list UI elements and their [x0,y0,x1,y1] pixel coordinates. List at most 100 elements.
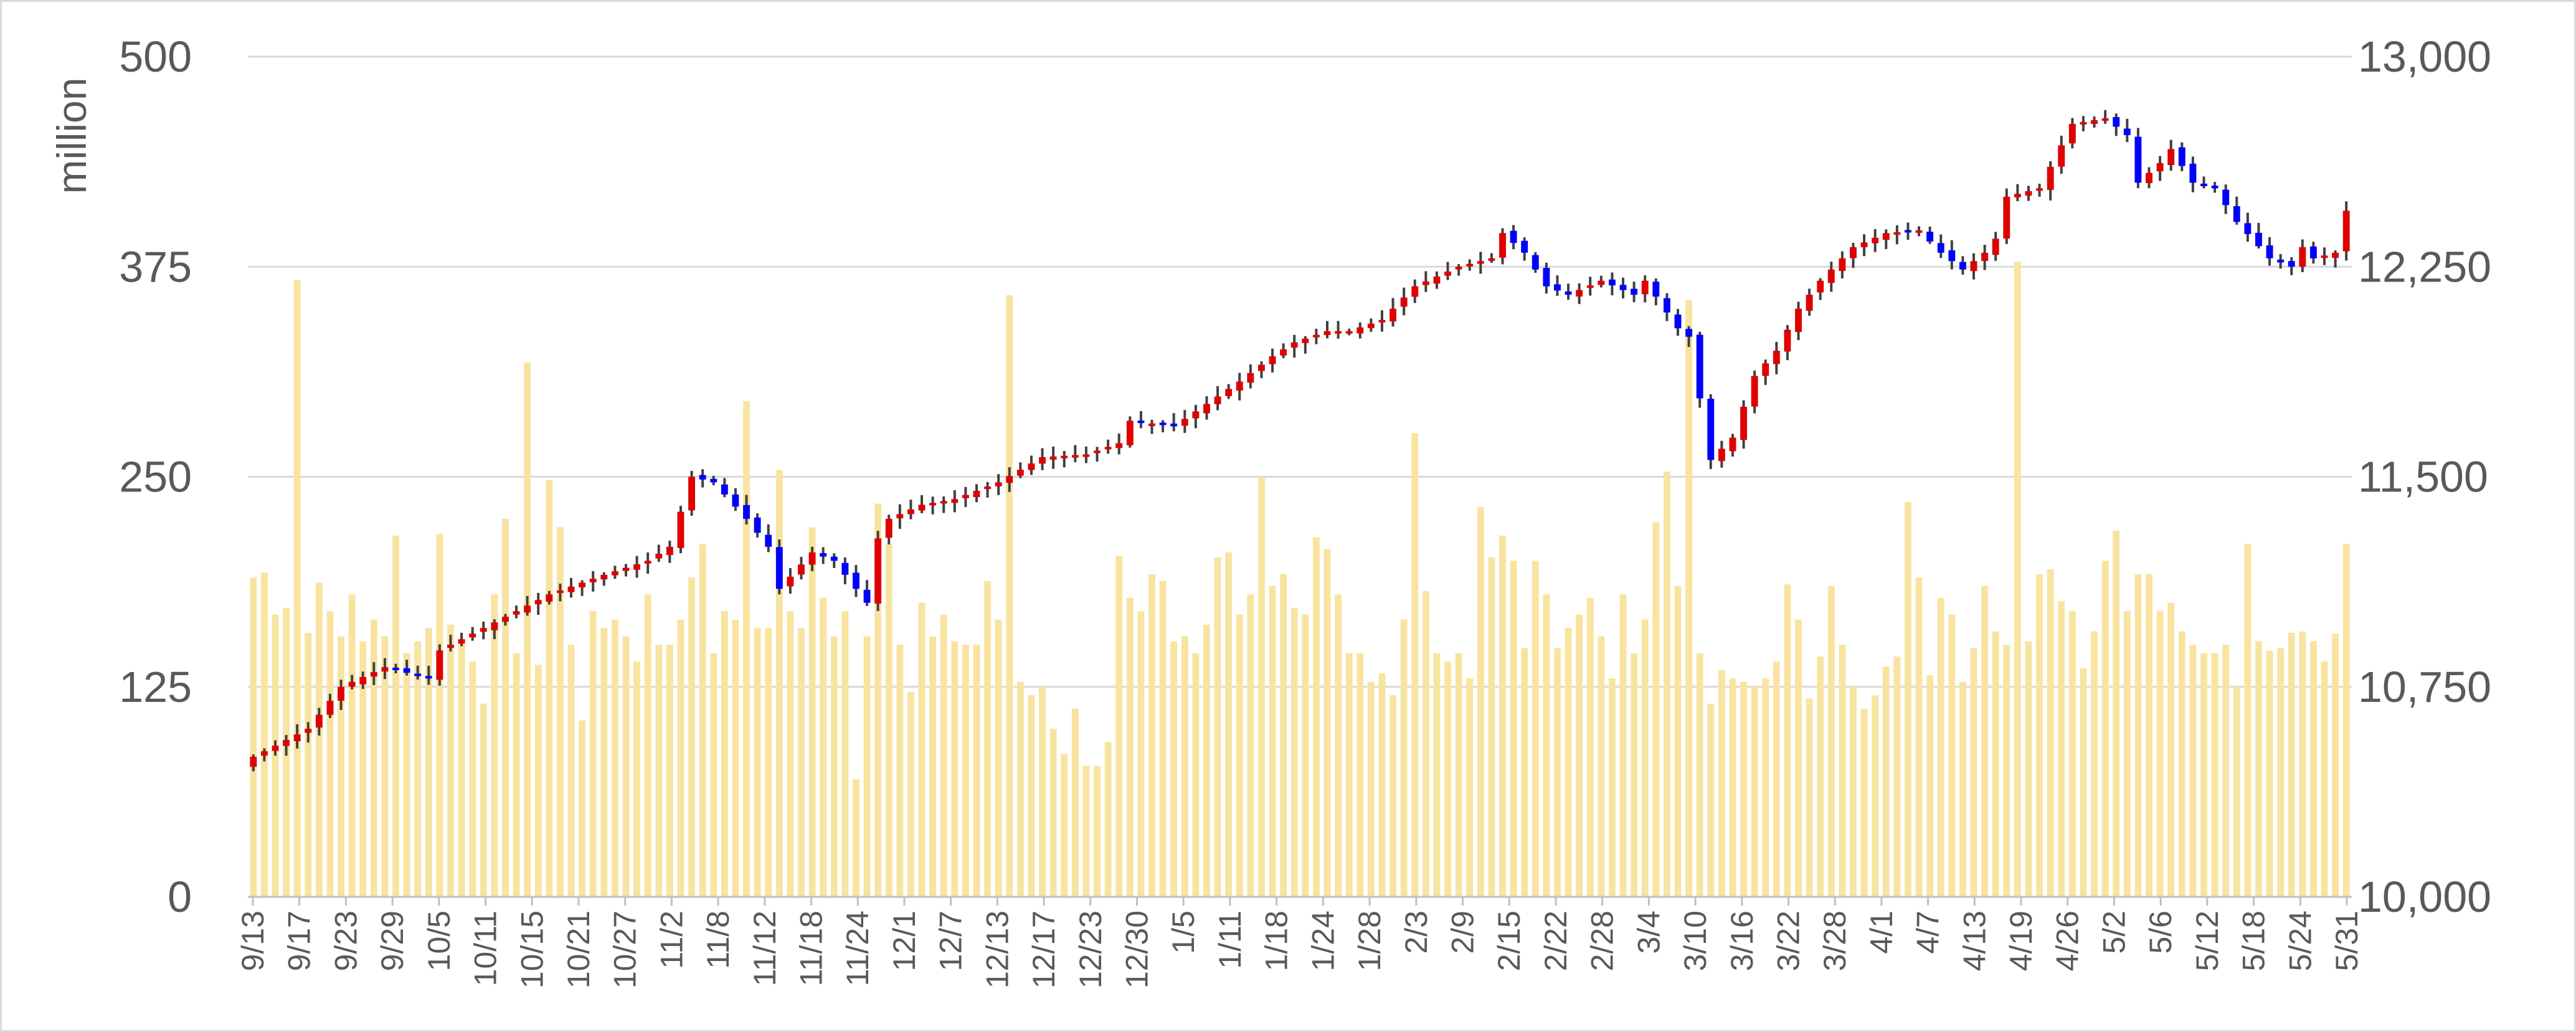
candle-body [896,514,904,519]
candle-body [1806,295,1813,311]
candle-body [469,633,476,638]
y-axis-label: million [49,77,95,194]
candle-body [1247,373,1254,383]
volume-bar [338,636,345,897]
volume-bar [1137,611,1145,897]
candle-body [2091,120,2098,124]
candle-body [1860,242,1868,247]
volume-bar [1992,631,1999,897]
volume-bar [1345,653,1353,897]
volume-bar [1181,636,1188,897]
candle-body [1312,334,1320,338]
candle-body [425,676,432,679]
candle-body [600,574,608,580]
x-tick-label: 9/13 [235,911,270,971]
volume-bar [1247,594,1254,897]
candle-body [1521,240,1528,253]
y-right-tick-label: 10,750 [2358,663,2491,711]
x-tick-label: 4/7 [1911,911,1946,954]
volume-bar [787,611,794,897]
candle-body [1652,282,1660,297]
volume-bar [1510,561,1517,897]
candle-body [250,757,257,767]
axes: 0 125 250 375 500 10,000 10,750 11,500 12,250 13,… [119,32,2491,988]
candle-body [1784,329,1791,352]
x-tick-label: 5/24 [2283,911,2318,971]
candle-body [1904,230,1911,233]
volume-bar [414,641,422,897]
candle-body [1137,420,1145,424]
volume-bar [469,661,476,897]
volume-bar [381,636,389,897]
volume-bar [732,619,739,897]
volume-bar [491,594,498,897]
candle-body [1795,308,1802,332]
candle-body [1433,276,1441,284]
candle-body [1631,288,1638,295]
volume-bar [973,645,980,897]
candle-body [2309,246,2317,258]
candle-body [787,576,794,587]
volume-bar [1378,673,1386,897]
volume-bar [1357,653,1364,897]
volume-bar [1082,765,1090,897]
x-tick-label: 3/10 [1678,911,1713,971]
volume-bar [2288,632,2295,897]
candle-body [1236,381,1243,391]
candle-body [326,701,334,715]
volume-bar [841,611,849,897]
candle-body [2167,149,2175,166]
candle-body [1324,331,1331,336]
volume-bar [1170,641,1178,897]
candle-body [2189,163,2197,183]
volume-bar [1904,501,1911,897]
volume-bar [2113,530,2120,897]
volume-bar [1970,648,1977,897]
volume-bar [1071,708,1079,897]
candle-body [2080,121,2087,125]
candle-body [841,562,849,575]
candle-body [556,590,564,594]
candle-body [305,729,312,733]
volume-bar [1049,729,1057,897]
candle-body [1663,298,1670,313]
candle-body [2255,232,2262,247]
candle-body [436,650,443,680]
candle-body [1872,237,1879,244]
candle-body [1532,255,1539,270]
candle-body [1608,279,1616,286]
candle-body [359,677,367,684]
volume-bar [447,624,454,897]
volume-bar [1115,556,1123,897]
volume-bar [1696,653,1703,897]
candle-body [1598,280,1605,285]
volume-bar [1477,507,1484,897]
volume-bar [1598,636,1605,897]
candle-body [754,518,761,533]
candle-body [1576,290,1583,297]
candle-body [2266,245,2273,258]
volume-bar [1488,557,1495,897]
volume-bar [1214,557,1221,897]
volume-bar [2014,262,2021,897]
candle-body [1926,232,1934,242]
candle-body [315,714,323,728]
volume-bar [567,645,575,897]
candle-body [1049,456,1057,460]
candle-body [1839,258,1846,272]
volume-bar [995,619,1002,897]
volume-bar [1290,607,1298,897]
volume-bar [370,619,377,897]
candle-body [2047,166,2054,190]
volume-bar [1192,653,1200,897]
volume-bar [1400,619,1408,897]
volume-bar [1006,295,1013,897]
volume-bar [1981,585,1989,897]
candle-body [392,668,399,671]
volume-bar [1631,653,1638,897]
candle-body [830,556,838,561]
candle-body [775,547,783,589]
volume-bar [918,602,926,897]
volume-bar [1872,695,1879,897]
volume-bar [1926,675,1934,897]
